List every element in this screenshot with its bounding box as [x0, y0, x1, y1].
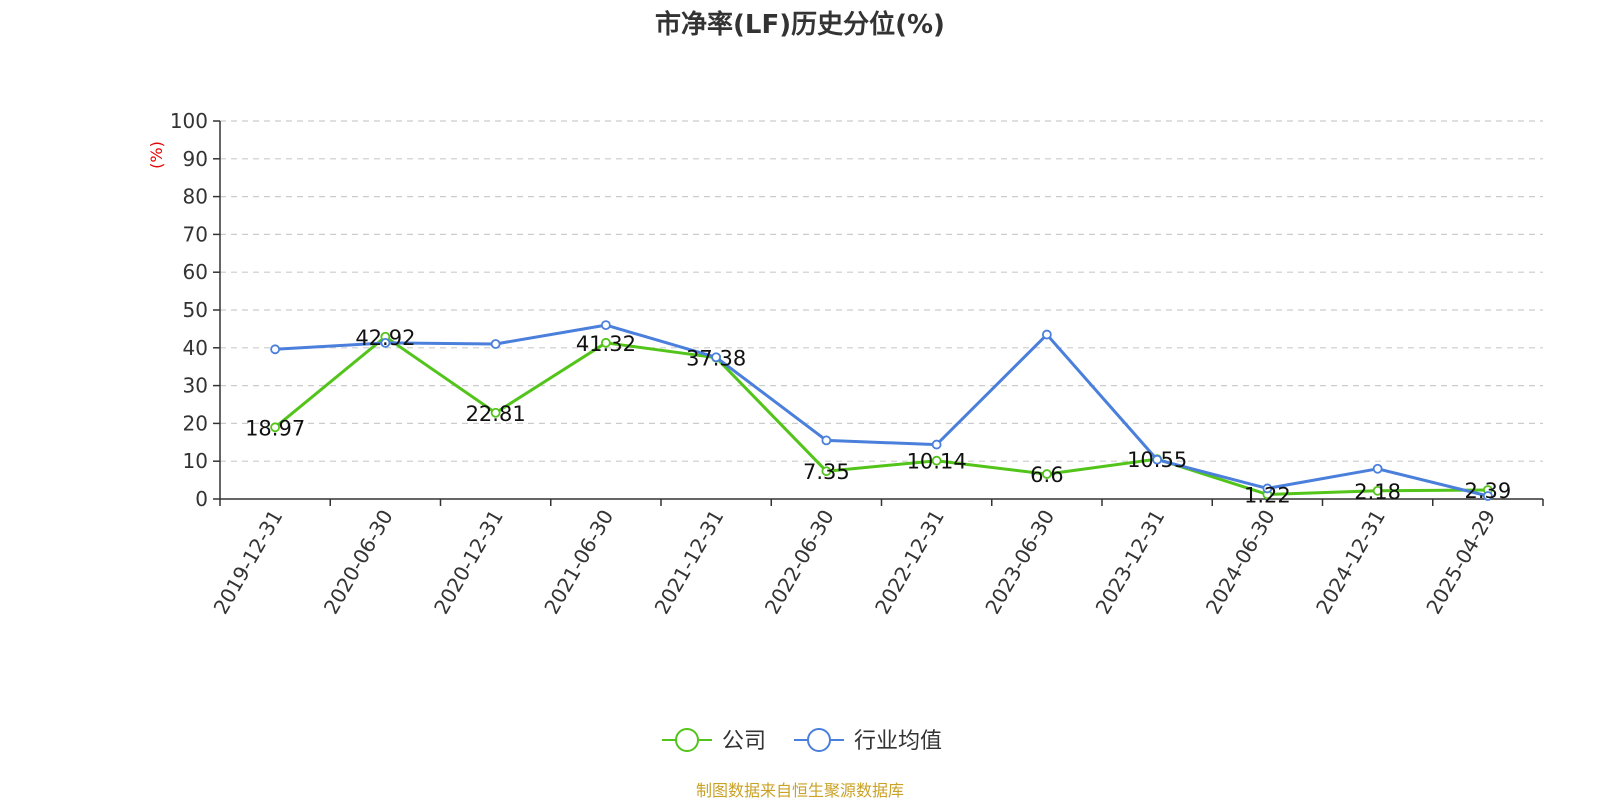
y-tick-label: 10	[183, 449, 208, 473]
data-label: 37.38	[686, 347, 746, 371]
x-tick-label: 2023-12-31	[1091, 506, 1170, 619]
x-tick-label: 2019-12-31	[209, 506, 288, 619]
data-label: 42.92	[355, 326, 415, 350]
x-tick-label: 2020-12-31	[429, 506, 508, 619]
series-0-point	[600, 337, 611, 348]
axes: 0 10 20 30 40 50 60 70 80 90 100 2019-12-31 2020-06-…	[170, 109, 1544, 619]
x-tick-label: 2020-06-30	[319, 506, 398, 619]
legend-marker-0	[675, 728, 699, 752]
series-layer	[270, 320, 1493, 501]
series-1-point	[1152, 454, 1163, 465]
data-labels: 18.97 42.92 22.81 41.32 37.38 7.35 10.14 6.6 10.…	[245, 326, 1511, 508]
y-tick-label: 100	[170, 109, 208, 133]
series-0-point	[821, 466, 832, 477]
series-1-point	[270, 344, 281, 355]
y-tick-label: 70	[183, 222, 208, 246]
data-label: 10.55	[1127, 448, 1187, 472]
series-1-point	[1041, 329, 1052, 340]
series-1-point	[711, 352, 722, 363]
series-1-point	[931, 439, 942, 450]
chart-title: 市净率(LF)历史分位(%)	[655, 9, 945, 40]
x-tick-label: 2021-06-30	[539, 506, 618, 619]
series-1-point	[1262, 483, 1273, 494]
data-label: 2.39	[1464, 479, 1511, 503]
y-tick-label: 0	[195, 487, 208, 511]
legend: 公司 行业均值	[662, 728, 942, 754]
data-label: 22.81	[466, 402, 526, 426]
legend-label-0: 公司	[722, 729, 766, 754]
data-label: 2.18	[1354, 480, 1401, 504]
x-tick-label: 2022-06-30	[760, 506, 839, 619]
data-label: 41.32	[576, 332, 636, 356]
series-1-point	[380, 337, 391, 348]
y-tick-label: 40	[183, 336, 208, 360]
x-tick-label: 2021-12-31	[650, 506, 729, 619]
series-line-0	[274, 335, 1488, 496]
data-label: 18.97	[245, 416, 305, 440]
series-1-point	[600, 320, 611, 331]
data-label: 7.35	[803, 460, 850, 484]
y-axis-unit: (%)	[147, 141, 166, 169]
series-0-point	[1372, 485, 1383, 496]
grid-lines	[220, 120, 1543, 462]
x-tick-label: 2024-12-31	[1311, 506, 1390, 619]
data-label: 10.14	[907, 450, 967, 474]
series-0-point	[1041, 469, 1052, 479]
y-tick-label: 20	[183, 411, 208, 435]
y-tick-label: 90	[183, 147, 208, 171]
x-tick-label: 2023-06-30	[980, 506, 1059, 619]
series-1-point	[490, 339, 501, 349]
series-1-point	[1482, 491, 1493, 501]
y-tick-label: 30	[183, 374, 208, 398]
series-line-1	[275, 323, 1489, 498]
y-tick-label: 50	[183, 298, 208, 322]
data-label: 1.22	[1244, 483, 1291, 507]
source-note: 制图数据来自恒生聚源数据库	[696, 781, 904, 800]
y-tick-label: 60	[183, 260, 208, 284]
series-0-point	[931, 455, 942, 466]
series-1-point	[821, 435, 832, 446]
x-tick-label: 2024-06-30	[1201, 506, 1280, 619]
y-tick-label: 80	[183, 185, 208, 209]
x-tick-label: 2025-04-29	[1421, 506, 1500, 619]
series-0-point	[270, 422, 281, 433]
legend-marker-1	[807, 728, 831, 752]
legend-label-1: 行业均值	[854, 729, 942, 754]
data-label: 6.6	[1030, 463, 1063, 487]
x-tick-label: 2022-12-31	[870, 506, 949, 619]
series-0-point	[490, 407, 501, 418]
series-1-point	[1372, 463, 1383, 474]
